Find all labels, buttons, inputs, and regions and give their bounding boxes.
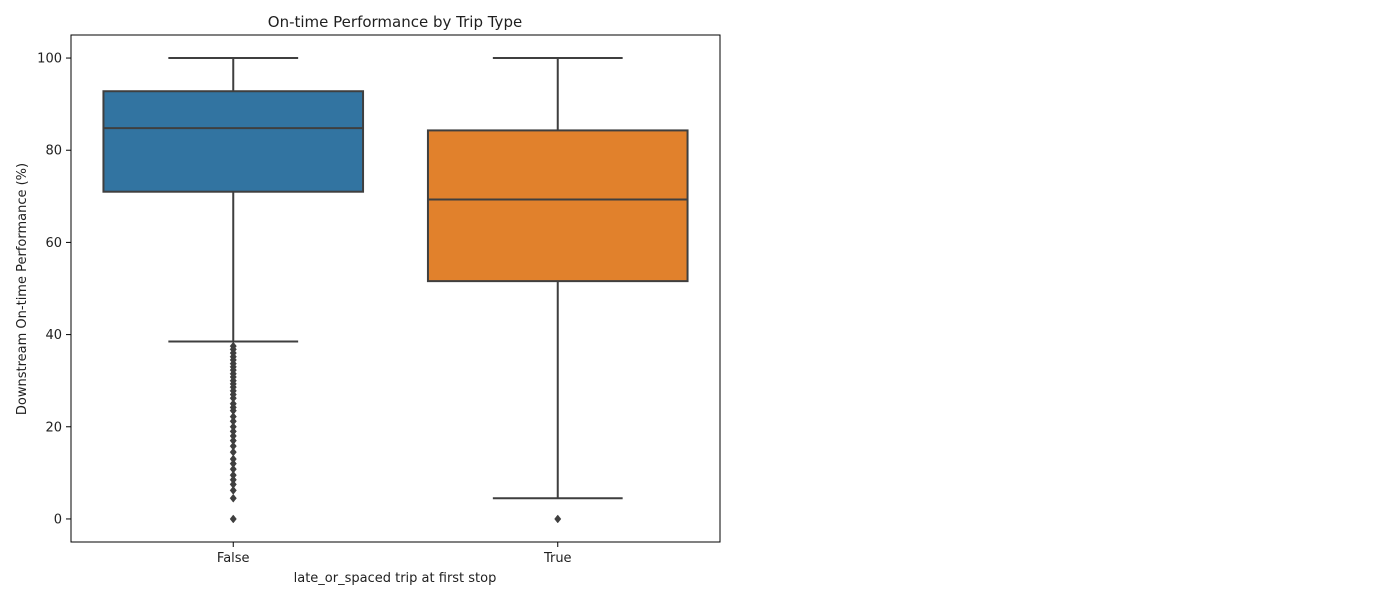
y-tick-label: 40 xyxy=(45,328,62,343)
y-tick-label: 100 xyxy=(37,52,62,67)
iqr-box xyxy=(426,129,689,283)
y-axis-label: Downstream On-time Performance (%) xyxy=(15,163,30,415)
box-group-true xyxy=(426,57,689,524)
outlier-point xyxy=(229,514,237,524)
box-group-false xyxy=(102,57,365,524)
outlier-point xyxy=(554,514,562,524)
box-series xyxy=(102,57,689,524)
x-axis-label: late_or_spaced trip at first stop xyxy=(294,571,497,586)
iqr-box xyxy=(102,90,365,193)
y-tick-label: 20 xyxy=(45,420,62,435)
y-tick-label: 80 xyxy=(45,144,62,159)
y-tick-label: 0 xyxy=(54,512,62,527)
chart-title: On-time Performance by Trip Type xyxy=(268,13,522,31)
x-tick-label: False xyxy=(217,551,250,566)
y-axis: 0 20 40 60 80 100 xyxy=(37,52,71,527)
outlier-point xyxy=(229,485,237,495)
x-tick-label: True xyxy=(543,551,572,566)
x-axis: False True xyxy=(217,542,572,566)
outlier-point xyxy=(229,493,237,503)
plot-area-frame xyxy=(70,34,721,543)
y-tick-label: 60 xyxy=(45,236,62,251)
